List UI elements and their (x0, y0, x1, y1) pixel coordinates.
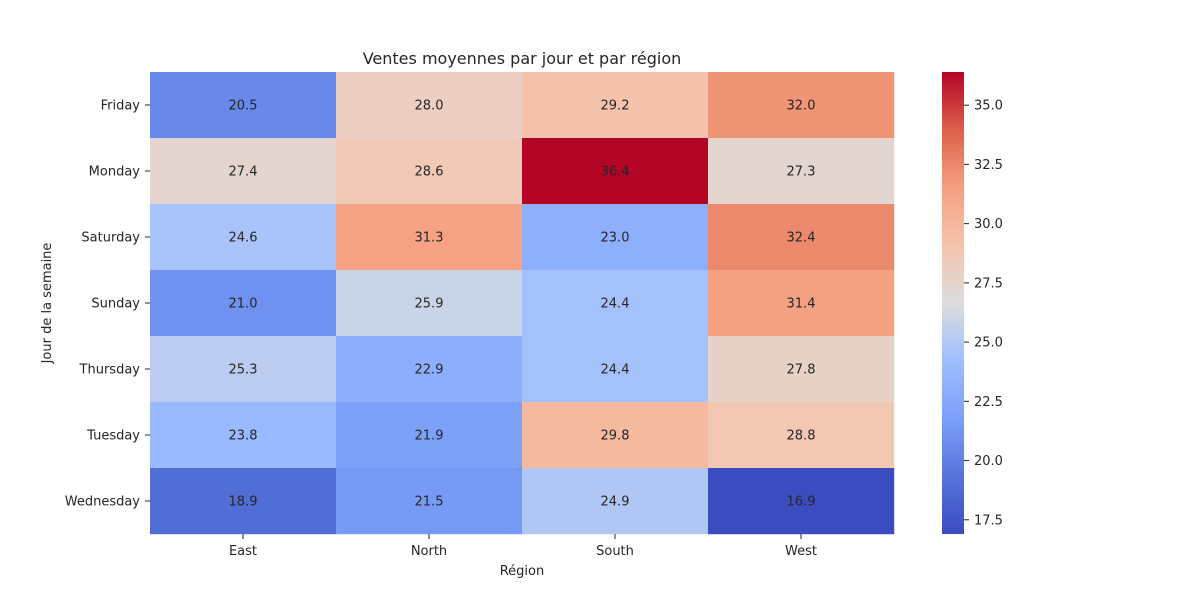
cell-value-label: 21.0 (229, 297, 258, 312)
colorbar: 17.5 20.0 22.5 25.0 27.5 30.0 32.5 35.0 (942, 72, 1003, 534)
heatmap-cell (336, 402, 523, 469)
x-axis-label: Région (500, 564, 545, 579)
y-tick-label: Sunday (91, 297, 140, 312)
heatmap-cell (522, 468, 709, 535)
colorbar-tick-label: 25.0 (974, 336, 1003, 351)
colorbar-ticks: 17.5 20.0 22.5 25.0 27.5 30.0 32.5 35.0 (964, 99, 1003, 528)
cell-value-label: 24.9 (601, 495, 630, 510)
cell-value-label: 29.2 (601, 99, 630, 114)
heatmap-cell (522, 336, 709, 403)
colorbar-tick-label: 27.5 (974, 276, 1003, 291)
colorbar-tick-label: 17.5 (974, 513, 1003, 528)
heatmap-cell (708, 336, 895, 403)
cell-value-label: 28.6 (415, 165, 444, 180)
heatmap-cell (522, 270, 709, 337)
heatmap-cell (150, 468, 337, 535)
x-tick-label: South (596, 544, 634, 559)
heatmap-cell (336, 336, 523, 403)
colorbar-gradient (942, 72, 964, 534)
cell-value-label: 27.8 (787, 363, 816, 378)
heatmap-cell (150, 402, 337, 469)
y-tick-label: Friday (101, 99, 141, 114)
cell-value-label: 23.0 (601, 231, 630, 246)
cell-value-label: 18.9 (229, 495, 258, 510)
colorbar-tick-label: 32.5 (974, 158, 1003, 173)
x-tick-label: West (785, 544, 817, 559)
y-axis-ticks: Friday Monday Saturday Sunday Thursday Tuesda… (65, 99, 150, 510)
cell-value-label: 24.6 (229, 231, 258, 246)
chart-title: Ventes moyennes par jour et par région (363, 49, 682, 68)
colorbar-tick-label: 20.0 (974, 454, 1003, 469)
cell-value-label: 31.3 (415, 231, 444, 246)
cell-value-label: 20.5 (229, 99, 258, 114)
colorbar-tick-label: 30.0 (974, 217, 1003, 232)
heatmap-cell (336, 204, 523, 271)
heatmap-cell (708, 468, 895, 535)
cell-value-label: 24.4 (601, 297, 630, 312)
cell-value-label: 36.4 (601, 165, 630, 180)
heatmap-cell (150, 72, 337, 139)
cell-value-label: 22.9 (415, 363, 444, 378)
cell-value-label: 16.9 (787, 495, 816, 510)
heatmap-cell (708, 204, 895, 271)
y-tick-label: Monday (89, 165, 141, 180)
cell-value-label: 28.0 (415, 99, 444, 114)
y-tick-label: Thursday (79, 363, 141, 378)
x-tick-label: North (411, 544, 447, 559)
cell-value-label: 25.3 (229, 363, 258, 378)
heatmap-cell (336, 72, 523, 139)
y-axis-label: Jour de la semaine (40, 243, 55, 365)
heatmap-cell (522, 138, 709, 205)
cell-value-label: 32.4 (787, 231, 816, 246)
cell-value-label: 25.9 (415, 297, 444, 312)
cell-value-label: 27.4 (229, 165, 258, 180)
y-tick-label: Saturday (81, 231, 140, 246)
cell-value-label: 28.8 (787, 429, 816, 444)
x-tick-label: East (229, 544, 257, 559)
cell-value-label: 31.4 (787, 297, 816, 312)
heatmap-cell (150, 336, 337, 403)
cell-value-label: 21.5 (415, 495, 444, 510)
cell-value-label: 29.8 (601, 429, 630, 444)
cell-value-label: 23.8 (229, 429, 258, 444)
cell-value-label: 21.9 (415, 429, 444, 444)
colorbar-tick-label: 22.5 (974, 395, 1003, 410)
heatmap-cells: 20.5 28.0 29.2 32.0 27.4 28.6 36.4 27.3 24.6 31.3… (150, 72, 895, 535)
heatmap-cell (336, 270, 523, 337)
cell-value-label: 27.3 (787, 165, 816, 180)
heatmap-cell (708, 72, 895, 139)
heatmap-cell (522, 402, 709, 469)
heatmap-cell (708, 402, 895, 469)
heatmap-cell (522, 204, 709, 271)
heatmap-cell (708, 270, 895, 337)
heatmap-cell (336, 138, 523, 205)
heatmap-cell (150, 270, 337, 337)
y-tick-label: Tuesday (86, 429, 140, 444)
heatmap-cell (708, 138, 895, 205)
colorbar-tick-label: 35.0 (974, 99, 1003, 114)
cell-value-label: 24.4 (601, 363, 630, 378)
heatmap-cell (150, 204, 337, 271)
heatmap-cell (336, 468, 523, 535)
y-tick-label: Wednesday (65, 495, 141, 510)
heatmap-cell (150, 138, 337, 205)
heatmap-cell (522, 72, 709, 139)
cell-value-label: 32.0 (787, 99, 816, 114)
x-axis-ticks: East North South West (229, 534, 817, 559)
